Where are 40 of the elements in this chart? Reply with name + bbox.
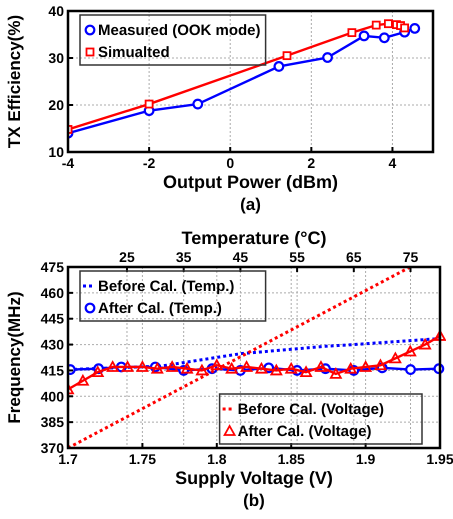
y-tick-label: 430 <box>40 336 64 353</box>
x-tick-label: 1.85 <box>278 451 306 467</box>
x-tick-label: 0 <box>226 155 234 171</box>
x-tick-label: 1.9 <box>356 451 376 467</box>
x2-axis-title: Temperature (°C) <box>182 228 326 248</box>
y-tick-label: 30 <box>48 50 64 66</box>
text: (b) <box>243 491 265 510</box>
text: (a) <box>240 195 261 214</box>
legend-label: Measured (OOK mode) <box>98 22 261 39</box>
y-tick-label: 20 <box>48 97 64 113</box>
x2-tick-label: 45 <box>232 249 248 265</box>
x-axis-title: Output Power (dBm) <box>163 172 338 192</box>
x2-tick-label: 75 <box>402 249 419 265</box>
y-axis-title: TX Efficiency(%) <box>5 14 24 148</box>
x2-tick-label: 25 <box>119 249 135 265</box>
legend-label: After Cal. (Temp.) <box>98 300 222 317</box>
y-tick-label: 445 <box>40 310 64 327</box>
x-tick-label: -2 <box>142 155 156 171</box>
legend-label: After Cal. (Voltage) <box>238 423 372 440</box>
y-tick-label: 10 <box>48 144 64 160</box>
y-tick-label: 415 <box>40 362 64 378</box>
x2-tick-label: 35 <box>176 249 192 265</box>
legend-label: Before Cal. (Temp.) <box>98 278 234 295</box>
y-tick-label: 460 <box>40 284 64 301</box>
x2-tick-label: 65 <box>346 249 362 265</box>
x-tick-label: 4 <box>388 155 397 171</box>
x2-tick-label: 55 <box>289 249 306 265</box>
legend-label: Simualted <box>98 44 170 61</box>
x-tick-label: 1.75 <box>128 451 156 467</box>
y-tick-label: 385 <box>40 414 64 430</box>
x-axis-title: Supply Voltage (V) <box>175 468 333 488</box>
legend-label: Before Cal. (Voltage) <box>238 401 384 418</box>
y-axis-title: Frequency(MHz) <box>5 291 24 424</box>
x-tick-label: 1.8 <box>207 451 227 467</box>
y-tick-label: 475 <box>40 259 64 275</box>
x-tick-label: 2 <box>307 155 316 171</box>
y-tick-label: 400 <box>40 388 64 404</box>
x-tick-label: 1.95 <box>426 451 453 467</box>
x-tick-label: -4 <box>62 155 74 171</box>
y-tick-label: 40 <box>48 3 64 19</box>
